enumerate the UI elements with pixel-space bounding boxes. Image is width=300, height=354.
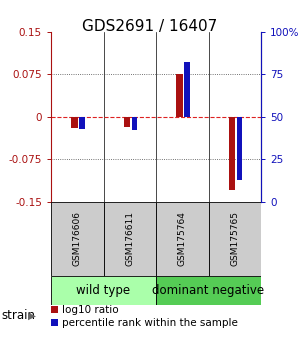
Bar bbox=[229, 117, 235, 190]
Bar bbox=[51, 276, 156, 305]
Text: strain: strain bbox=[2, 309, 35, 322]
Bar bbox=[156, 202, 208, 276]
Bar bbox=[156, 276, 261, 305]
Bar bbox=[237, 117, 242, 180]
Bar bbox=[103, 202, 156, 276]
Bar bbox=[51, 202, 104, 276]
Text: GSM176606: GSM176606 bbox=[73, 211, 82, 267]
Text: dominant negative: dominant negative bbox=[152, 284, 265, 297]
Bar bbox=[184, 62, 190, 117]
Bar bbox=[132, 117, 137, 130]
Text: GSM175764: GSM175764 bbox=[178, 211, 187, 267]
Bar bbox=[124, 117, 130, 127]
Text: ▶: ▶ bbox=[28, 311, 36, 321]
Text: GSM176611: GSM176611 bbox=[125, 211, 134, 267]
Text: GSM175765: GSM175765 bbox=[230, 211, 239, 267]
Bar bbox=[176, 74, 183, 117]
Legend: log10 ratio, percentile rank within the sample: log10 ratio, percentile rank within the … bbox=[51, 305, 238, 328]
Text: GDS2691 / 16407: GDS2691 / 16407 bbox=[82, 19, 218, 34]
Bar bbox=[71, 117, 78, 128]
Bar bbox=[208, 202, 261, 276]
Text: wild type: wild type bbox=[76, 284, 130, 297]
Bar bbox=[79, 117, 85, 129]
